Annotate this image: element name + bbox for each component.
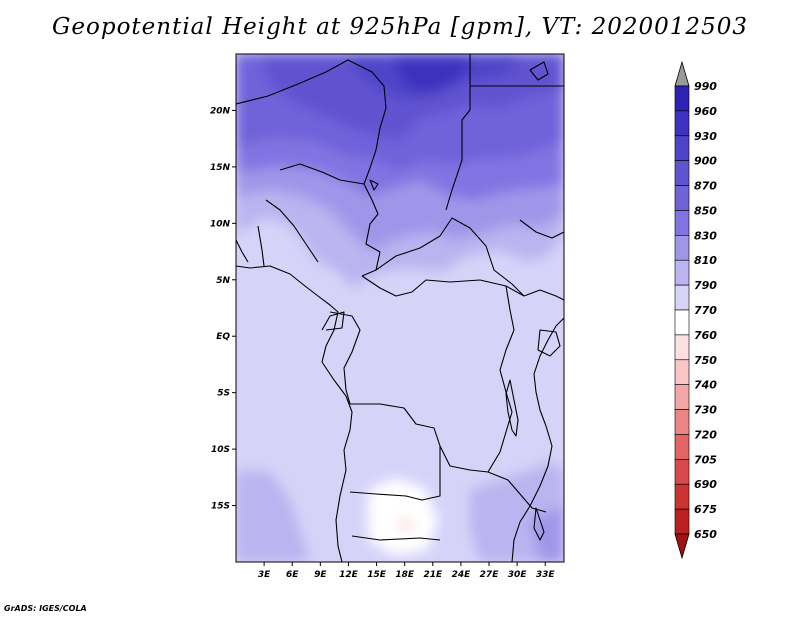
coastline-gulf-guinea [236,239,249,263]
colorbar-label: 990 [694,80,717,93]
colorbar-label: 830 [694,229,717,242]
field-kalahari-peak [398,518,414,532]
colorbar-label: 770 [694,304,717,317]
field-south-deep-east [530,505,564,562]
lon-label: 30E [508,570,528,580]
lon-label: 3E [258,570,271,580]
colorbar-segment [674,359,690,385]
border-drc-east [487,285,515,473]
colorbar-segment [674,259,690,286]
colorbar-label: 790 [694,279,717,292]
longitude-axis: 3E 6E 9E 12E 15E 18E 21E 24E 27E 30E 33E [258,562,556,580]
border-congo-gabon [321,311,345,331]
colorbar-segment [674,160,690,186]
border-libya-chad [445,54,471,211]
colorbar-label: 810 [694,254,717,267]
chart-title: Geopotential Height at 925hPa [gpm], VT:… [52,14,748,40]
border-ethiopia [519,219,564,239]
field-kalahari-high [368,478,438,556]
colorbar-top-arrow [674,60,690,87]
border-angola-zambia [349,446,441,501]
colorbar-label: 960 [694,105,717,118]
colorbar-bottom-arrow [674,533,690,560]
colorbar-segment [674,85,690,112]
colorbar-label: 870 [694,180,717,193]
lon-label: 15E [367,570,387,580]
colorbar-segment [674,508,690,535]
colorbar-label: 690 [694,478,717,491]
colorbar-label: 705 [694,453,717,466]
lon-label: 33E [536,570,556,580]
lat-label: 10N [210,219,231,229]
border-chad-cameroon [361,183,381,277]
colorbar-label: 720 [694,428,717,441]
colorbar-label: 675 [694,503,717,516]
colorbar-label: 730 [694,404,717,417]
height-field [236,54,564,562]
lat-label: 10S [211,445,230,455]
latitude-axis: 20N 15N 10N 5N EQ 5S 10S 15S [210,106,236,512]
colorbar-segment [674,309,690,336]
lat-label: 15S [211,502,230,512]
lat-label: 5N [216,276,230,286]
border-drc-angola [350,403,489,473]
colorbar-label: 900 [694,155,717,168]
lon-label: 24E [452,570,472,580]
colorbar: 990 960 930 900 870 850 830 810 790 770 760 750 740 7… [674,60,717,560]
border-niger-chad [279,163,365,185]
colorbar-segment [674,459,690,485]
border-south-sudan [523,289,564,301]
colorbar-segment [674,409,690,435]
lon-label: 27E [480,570,500,580]
colorbar-segment [674,110,690,137]
lake-tanganyika [505,379,519,437]
colorbar-label: 850 [694,204,717,217]
field-band-990 [395,54,470,96]
lake-malawi [533,507,545,541]
colorbar-segment [674,284,690,311]
sea-red [529,61,549,81]
lon-label: 12E [339,570,359,580]
lat-label: 20N [210,106,231,116]
border-benin [257,225,265,267]
lat-label: EQ [216,332,230,342]
map-frame [235,53,565,563]
lon-label: 9E [314,570,327,580]
grads-credit: GrADS: IGES/COLA [4,604,87,613]
border-namibia [351,535,441,541]
lon-label: 18E [395,570,415,580]
colorbar-segment [674,384,690,410]
colorbar-segment [674,210,690,236]
colorbar-segment [674,235,690,261]
colorbar-segment [674,185,690,211]
colorbar-label: 930 [694,130,717,143]
border-car-north [375,217,525,297]
border-car-south [361,275,525,297]
coastlines-borders [236,54,564,562]
lake-chad [369,179,379,191]
lon-label: 21E [423,570,443,580]
coastline-east-africa [511,317,564,562]
field-south-low-west [236,470,310,562]
colorbar-segment [674,334,690,361]
colorbar-label: 760 [694,329,717,342]
border-sahara-north [236,59,387,185]
colorbar-segment [674,135,690,161]
lake-victoria [537,329,561,357]
colorbar-label: 750 [694,354,717,367]
lat-label: 15N [210,163,231,173]
coastline-west-africa [236,265,353,562]
lat-label: 5S [217,389,230,399]
border-nigeria [265,199,319,263]
lon-label: 6E [286,570,299,580]
colorbar-label: 740 [694,379,717,392]
border-drc-west [329,311,361,405]
colorbar-label: 650 [694,528,717,541]
colorbar-segment [674,434,690,460]
colorbar-segment [674,483,690,510]
